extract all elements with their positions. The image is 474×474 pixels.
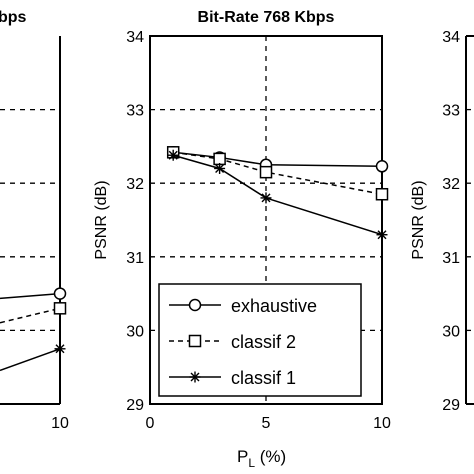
right-panel-y-axis-label: PSNR (dB) — [410, 180, 427, 259]
data-point-square — [213, 152, 226, 166]
legend: exhaustive classif 2 classif 1 — [158, 283, 362, 397]
x-tick-label: 10 — [373, 415, 391, 432]
x-axis-label-subscript: L — [248, 456, 255, 470]
main-panel-x-ticks: 0 5 10 — [146, 415, 391, 432]
x-axis-label: PL (%) — [237, 447, 286, 470]
y-tick-label: 29 — [126, 397, 144, 414]
left-series-line — [0, 307, 61, 324]
left-series-line — [0, 292, 61, 300]
chart-title: Bit-Rate 768 Kbps — [198, 9, 335, 26]
data-point-star — [189, 371, 201, 383]
series-line — [172, 154, 383, 236]
main-panel-series — [166, 146, 389, 241]
main-panel-frame — [149, 35, 383, 405]
data-point-circle — [375, 160, 389, 173]
left-panel-x-tick-label: 10 — [51, 415, 69, 432]
left-panel-grid — [0, 108, 60, 332]
y-tick-label: 33 — [126, 103, 144, 120]
left-panel-title-fragment: bps — [0, 9, 27, 26]
data-point-star — [260, 192, 272, 204]
x-axis-label-main: P — [237, 447, 248, 466]
y-tick-label: 30 — [126, 323, 144, 340]
data-point-star — [376, 229, 388, 241]
main-panel: Bit-Rate 768 Kbps 29 30 31 32 33 34 0 5 10 PSNR… — [93, 9, 391, 470]
right-y-tick-label: 33 — [442, 103, 460, 120]
data-point-square — [53, 302, 67, 315]
data-point-star — [54, 343, 66, 355]
right-y-tick-label: 29 — [442, 397, 460, 414]
left-panel-series — [0, 287, 67, 372]
left-series-line — [0, 348, 61, 372]
data-point-circle — [53, 287, 67, 300]
series-line — [173, 151, 383, 168]
right-y-tick-label: 31 — [442, 250, 460, 267]
x-tick-label: 0 — [146, 415, 155, 432]
right-panel-y-ticks: 34 33 32 31 30 29 — [442, 29, 460, 414]
data-point-star — [214, 162, 226, 174]
data-point-circle — [188, 298, 202, 312]
data-point-star — [167, 149, 179, 161]
right-y-tick-label: 34 — [442, 29, 460, 46]
y-tick-label: 31 — [126, 250, 144, 267]
right-panel-grid — [466, 108, 474, 332]
x-axis-label-unit: (%) — [255, 447, 286, 466]
legend-label: exhaustive — [231, 296, 317, 316]
y-tick-label: 34 — [126, 29, 144, 46]
right-y-tick-label: 32 — [442, 176, 460, 193]
left-partial-panel: bps 10 — [0, 9, 69, 432]
y-axis-label: PSNR (dB) — [93, 180, 110, 259]
right-partial-panel: 34 33 32 31 30 29 PSNR (dB) — [410, 29, 474, 414]
legend-label: classif 1 — [231, 368, 296, 388]
data-point-square — [375, 187, 389, 201]
main-panel-y-ticks: 29 30 31 32 33 34 — [126, 29, 144, 414]
x-tick-label: 5 — [262, 415, 271, 432]
series-line — [173, 151, 383, 195]
y-tick-label: 32 — [126, 176, 144, 193]
right-y-tick-label: 30 — [442, 323, 460, 340]
legend-label: classif 2 — [231, 332, 296, 352]
data-point-square — [259, 165, 273, 179]
data-point-square — [188, 334, 202, 348]
